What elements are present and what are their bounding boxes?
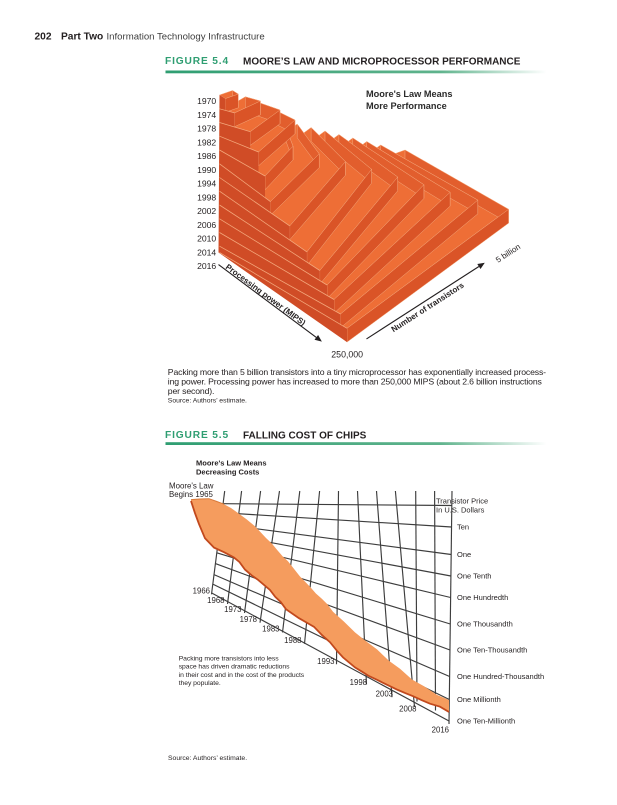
svg-text:Moore's Law Means: Moore's Law Means — [196, 459, 267, 468]
svg-text:One Hundred-Thousandth: One Hundred-Thousandth — [457, 672, 544, 681]
svg-text:1974: 1974 — [197, 110, 216, 120]
svg-text:Packing more than 5 billion tr: Packing more than 5 billion transistors … — [168, 367, 546, 377]
svg-text:Source: Authors’ estimate.: Source: Authors’ estimate. — [168, 398, 247, 405]
svg-text:1968: 1968 — [207, 596, 224, 605]
svg-text:1982: 1982 — [197, 137, 216, 147]
svg-text:1970: 1970 — [197, 96, 216, 106]
svg-text:Moore's Law Means: Moore's Law Means — [366, 89, 452, 99]
svg-text:2010: 2010 — [197, 234, 216, 244]
svg-text:MOORE’S LAW AND MICROPROCESSOR: MOORE’S LAW AND MICROPROCESSOR PERFORMAN… — [243, 57, 521, 68]
svg-text:Part Two: Part Two — [61, 32, 103, 43]
svg-text:1994: 1994 — [197, 179, 216, 189]
svg-text:Moore's Law: Moore's Law — [169, 482, 214, 491]
svg-text:Decreasing Costs: Decreasing Costs — [196, 468, 259, 477]
svg-text:2008: 2008 — [399, 705, 416, 714]
svg-text:FALLING COST OF CHIPS: FALLING COST OF CHIPS — [243, 431, 367, 442]
svg-text:Source: Authors’ estimate.: Source: Authors’ estimate. — [168, 755, 247, 762]
svg-text:One Thousandth: One Thousandth — [457, 620, 513, 629]
svg-text:1990: 1990 — [197, 165, 216, 175]
svg-text:1988: 1988 — [284, 636, 301, 645]
svg-text:One Tenth: One Tenth — [457, 572, 491, 581]
svg-text:One: One — [457, 550, 471, 559]
svg-text:Packing more transistors into: Packing more transistors into less — [179, 656, 280, 663]
svg-text:FIGURE 5.5: FIGURE 5.5 — [165, 430, 229, 441]
svg-text:1973: 1973 — [224, 605, 241, 614]
svg-text:One Ten-Millionth: One Ten-Millionth — [457, 717, 515, 726]
svg-text:In U.S. Dollars: In U.S. Dollars — [436, 505, 485, 514]
svg-text:1983: 1983 — [262, 625, 279, 634]
svg-text:More Performance: More Performance — [366, 101, 447, 111]
svg-text:2002: 2002 — [197, 206, 216, 216]
svg-text:2003: 2003 — [376, 689, 393, 698]
svg-text:1978: 1978 — [240, 615, 257, 624]
svg-text:One Millionth: One Millionth — [457, 695, 501, 704]
svg-text:in their cost and in the cost: in their cost and in the cost of the pro… — [179, 672, 305, 679]
svg-text:1978: 1978 — [197, 124, 216, 134]
svg-text:250,000: 250,000 — [331, 350, 363, 360]
svg-text:1986: 1986 — [197, 151, 216, 161]
svg-text:2006: 2006 — [197, 220, 216, 230]
svg-text:Transistor Price: Transistor Price — [436, 496, 488, 505]
svg-text:FIGURE 5.4: FIGURE 5.4 — [165, 56, 229, 67]
svg-text:Information Technology Infrast: Information Technology Infrastructure — [107, 32, 265, 43]
svg-text:1998: 1998 — [350, 678, 367, 687]
svg-text:1993: 1993 — [317, 657, 334, 666]
svg-text:they populate.: they populate. — [179, 680, 221, 687]
svg-text:202: 202 — [35, 32, 52, 43]
svg-text:One Ten-Thousandth: One Ten-Thousandth — [457, 646, 527, 655]
svg-text:space has driven dramatic redu: space has driven dramatic reductions — [179, 664, 290, 671]
svg-text:2016: 2016 — [197, 261, 216, 271]
svg-text:2014: 2014 — [197, 247, 216, 257]
svg-text:2016: 2016 — [432, 725, 449, 734]
svg-text:Ten: Ten — [457, 523, 469, 532]
svg-text:One Hundredth: One Hundredth — [457, 593, 508, 602]
svg-text:1998: 1998 — [197, 192, 216, 202]
svg-text:1966: 1966 — [193, 587, 210, 596]
svg-text:ing power. Processing power ha: ing power. Processing power has increase… — [168, 377, 543, 387]
svg-text:Begins 1965: Begins 1965 — [169, 490, 213, 499]
svg-text:per second).: per second). — [168, 386, 215, 396]
